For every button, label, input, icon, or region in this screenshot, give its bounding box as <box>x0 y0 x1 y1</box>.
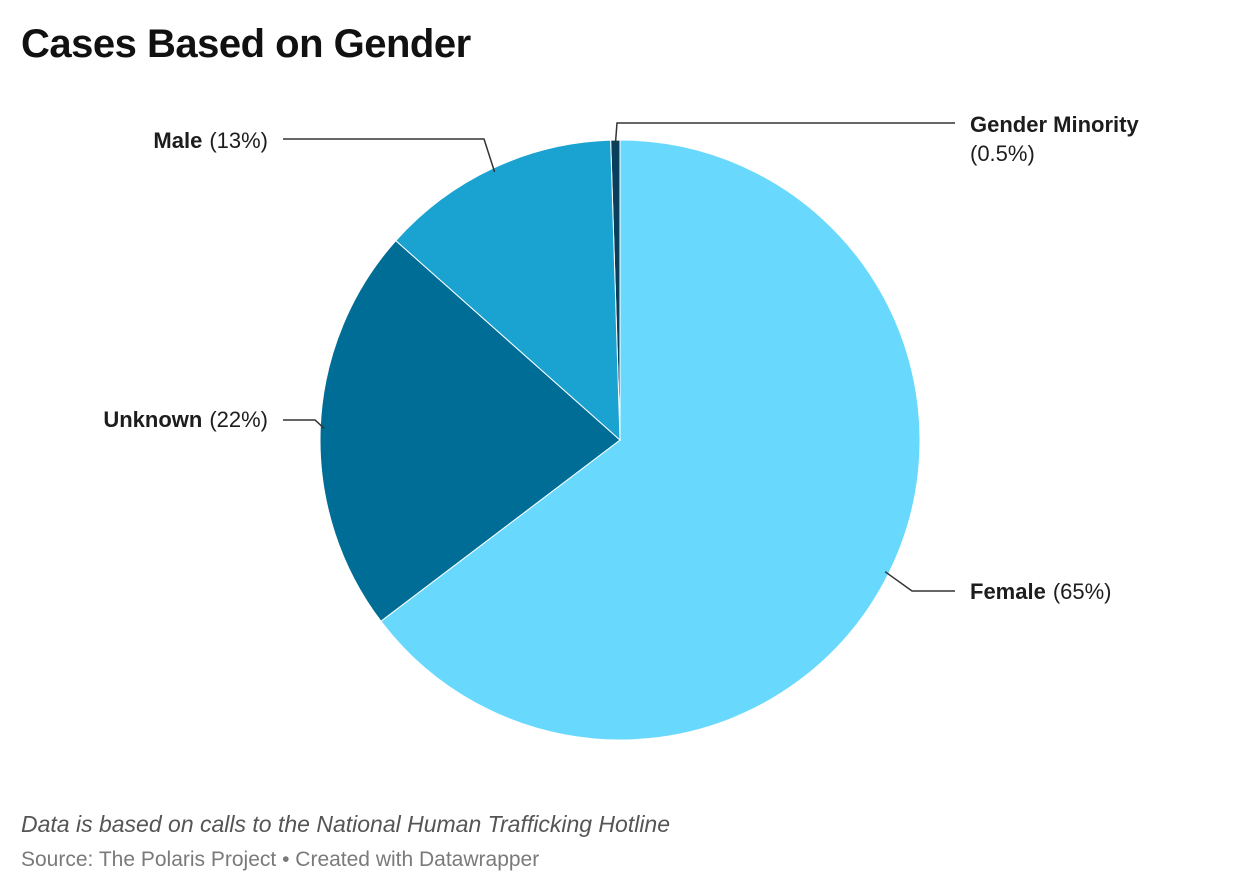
leader-line-gender-minority <box>614 122 955 145</box>
chart-title: Cases Based on Gender <box>21 22 471 66</box>
slice-label-female: Female (65%) <box>970 579 1112 604</box>
slice-label-name: Gender Minority <box>970 112 1139 137</box>
source-text: Source: The Polaris Project <box>21 848 277 871</box>
slice-label-value: (0.5%) <box>970 141 1035 166</box>
slice-label-male: Male (13%) <box>153 128 268 153</box>
leader-line-male <box>283 138 496 173</box>
slice-label-name: Unknown <box>103 407 202 432</box>
slice-label-value: (13%) <box>209 128 268 153</box>
slice-label-value: (22%) <box>209 407 268 432</box>
slice-label-name: Male <box>153 128 202 153</box>
slice-label-name: Female <box>970 579 1046 604</box>
leader-line-female <box>884 571 955 592</box>
pie-slice-unknown[interactable] <box>319 239 621 622</box>
slice-label-unknown: Unknown (22%) <box>103 407 268 432</box>
chart-notes: Data is based on calls to the National H… <box>21 811 671 837</box>
footer-separator: • <box>282 848 290 871</box>
slice-label-gender-minority: Gender Minority (0.5%) <box>970 112 1139 166</box>
leader-line-unknown <box>283 419 325 429</box>
slice-label-value: (65%) <box>1053 579 1112 604</box>
credit-text[interactable]: Created with Datawrapper <box>295 848 540 871</box>
chart-footer: Source: The Polaris Project • Created wi… <box>21 848 539 872</box>
